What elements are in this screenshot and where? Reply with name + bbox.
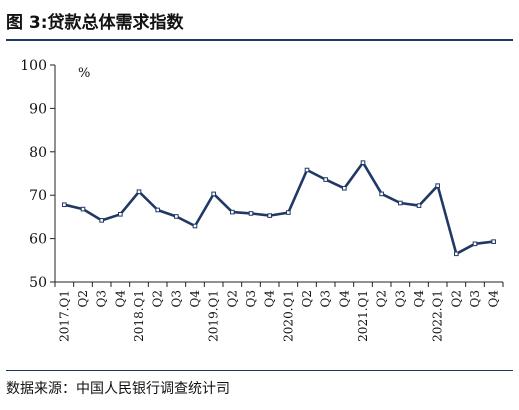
data-point	[416, 203, 422, 208]
x-tick-label: Q2	[300, 290, 314, 307]
x-tick-label: Q2	[151, 290, 165, 307]
data-point	[454, 251, 459, 257]
x-tick-label: Q3	[169, 290, 183, 307]
x-tick-label: Q3	[319, 290, 333, 307]
x-tick-label: Q4	[188, 290, 202, 308]
x-tick-label: Q4	[113, 290, 127, 308]
x-tick-label: 2022.Q1	[431, 290, 445, 342]
data-point	[211, 191, 216, 197]
x-tick-label: Q2	[449, 290, 463, 307]
series-line	[64, 161, 494, 256]
data-point	[248, 211, 254, 216]
x-tick-label: 2017.Q1	[57, 290, 71, 342]
data-point	[379, 191, 384, 197]
chart-axes	[54, 65, 503, 283]
data-point	[230, 209, 235, 215]
x-tick-label: 2019.Q1	[207, 290, 221, 342]
data-point	[155, 207, 160, 213]
y-tick-label: 80	[29, 145, 47, 161]
y-tick-label: 90	[29, 101, 47, 117]
data-point	[136, 189, 142, 195]
data-point	[360, 160, 366, 165]
data-point	[192, 223, 198, 229]
data-point	[323, 177, 328, 182]
y-tick-label: 50	[29, 275, 47, 291]
data-point	[174, 214, 179, 219]
x-tick-label: Q4	[487, 290, 501, 308]
x-tick-label: Q3	[468, 290, 482, 307]
figure-title: 图 3:贷款总体需求指数	[6, 13, 184, 33]
data-point	[342, 185, 347, 191]
data-point	[99, 218, 104, 223]
data-point	[62, 202, 67, 208]
x-tick-label: Q3	[244, 290, 258, 307]
x-tick-label: Q2	[76, 290, 90, 307]
x-axis-ticks: 2017.Q1 Q2 Q3 Q4 2018.Q1 Q2 Q3 Q4 2019.Q1 Q2 Q3 Q4 2…	[54, 282, 504, 342]
title-rule	[6, 39, 513, 41]
x-tick-label: Q4	[263, 290, 277, 308]
source-rule	[6, 370, 513, 371]
x-tick-label: Q2	[225, 290, 239, 307]
y-axis-ticks: 50 60 70 80 90 100	[20, 58, 55, 291]
data-point	[472, 241, 478, 247]
x-tick-label: 2020.Q1	[281, 290, 295, 342]
x-tick-label: Q2	[375, 290, 389, 307]
x-tick-label: Q4	[337, 290, 351, 308]
data-point	[435, 183, 440, 188]
y-axis-unit-label: %	[78, 66, 90, 81]
x-tick-label: Q3	[393, 290, 407, 307]
x-tick-label: 2018.Q1	[132, 290, 146, 342]
data-point	[118, 211, 123, 217]
data-point	[398, 200, 403, 206]
data-series	[62, 160, 496, 257]
x-tick-label: Q4	[412, 290, 426, 308]
data-point	[267, 213, 272, 218]
x-tick-label: Q3	[95, 290, 109, 307]
data-point	[491, 239, 496, 244]
data-point	[286, 210, 291, 215]
x-tick-label: 2021.Q1	[356, 290, 370, 342]
y-tick-label: 100	[20, 58, 47, 74]
y-tick-label: 70	[29, 188, 47, 204]
source-note: 数据来源：中国人民银行调查统计司	[6, 381, 230, 397]
data-point	[80, 206, 86, 212]
y-tick-label: 60	[29, 232, 47, 248]
data-point	[304, 167, 310, 173]
